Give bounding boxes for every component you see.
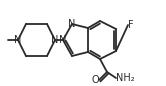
Text: F: F — [128, 20, 134, 30]
Text: N: N — [68, 19, 76, 29]
Text: O: O — [91, 75, 99, 85]
Text: N: N — [59, 35, 67, 45]
Text: N: N — [51, 35, 59, 45]
Text: NH₂: NH₂ — [116, 73, 135, 83]
Text: N: N — [14, 35, 22, 45]
